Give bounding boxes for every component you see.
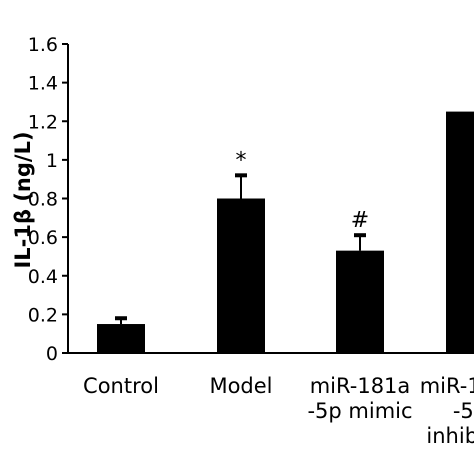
category-label: -5p mimic — [307, 399, 412, 423]
y-tick-label: 1 — [46, 150, 58, 172]
y-tick-label: 0.4 — [28, 266, 58, 288]
category-label: inhibitor — [426, 424, 474, 448]
significance-marker: * — [236, 148, 247, 173]
y-tick-label: 1.2 — [28, 111, 58, 133]
category-label: Model — [209, 374, 272, 398]
bar — [217, 198, 265, 353]
category-label: miR-181a — [310, 374, 411, 398]
category-label: miR-181a — [420, 374, 474, 398]
bar — [97, 324, 145, 353]
y-tick-label: 0 — [46, 343, 58, 365]
y-tick-label: 0.2 — [28, 304, 58, 326]
y-tick-label: 0.8 — [28, 189, 58, 211]
bar — [446, 111, 474, 353]
y-tick-label: 0.6 — [28, 227, 58, 249]
significance-marker: # — [351, 208, 369, 233]
bar — [336, 250, 384, 353]
y-ticks: 0 0.2 0.4 0.6 0.8 1 1.2 1.4 1.6 — [28, 34, 68, 365]
category-label: -5p — [453, 399, 474, 423]
y-tick-label: 1.4 — [28, 73, 58, 95]
y-axis-label: IL-1β (ng/L) — [11, 131, 35, 268]
bars: *# — [97, 111, 474, 353]
y-tick-label: 1.6 — [28, 34, 58, 56]
category-label: Control — [83, 374, 159, 398]
